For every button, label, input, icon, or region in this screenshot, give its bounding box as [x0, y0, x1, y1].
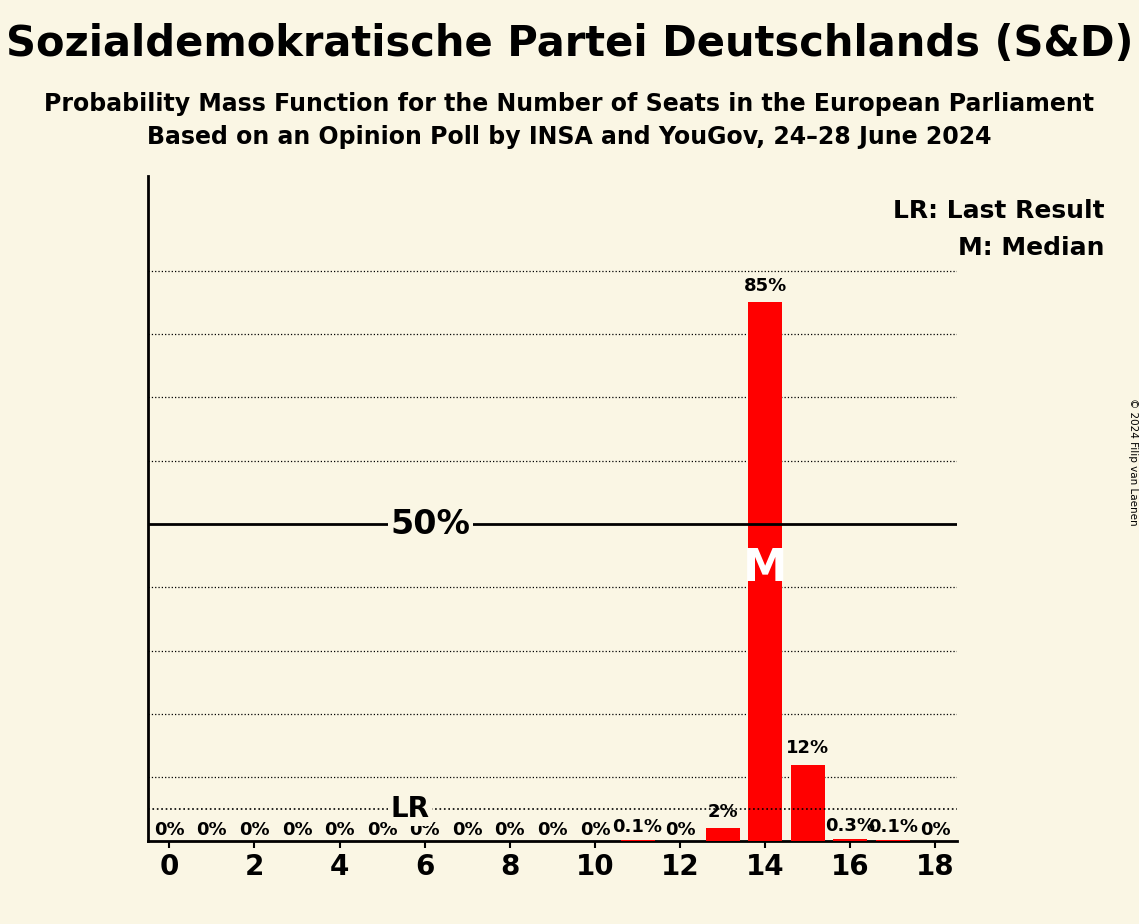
Text: © 2024 Filip van Laenen: © 2024 Filip van Laenen — [1129, 398, 1138, 526]
Text: 50%: 50% — [391, 507, 470, 541]
Text: 0%: 0% — [239, 821, 270, 839]
Text: 0%: 0% — [367, 821, 398, 839]
Text: 0%: 0% — [920, 821, 951, 839]
Text: 0%: 0% — [494, 821, 525, 839]
Text: Sozialdemokratische Partei Deutschlands (S&D): Sozialdemokratische Partei Deutschlands … — [6, 23, 1133, 65]
Text: 0%: 0% — [281, 821, 312, 839]
Text: 0%: 0% — [538, 821, 567, 839]
Text: 0%: 0% — [665, 821, 696, 839]
Text: 0%: 0% — [325, 821, 355, 839]
Bar — [706, 828, 739, 841]
Text: 0%: 0% — [409, 821, 440, 839]
Text: Based on an Opinion Poll by INSA and YouGov, 24–28 June 2024: Based on an Opinion Poll by INSA and You… — [147, 125, 992, 149]
Bar — [834, 839, 868, 841]
Text: Probability Mass Function for the Number of Seats in the European Parliament: Probability Mass Function for the Number… — [44, 92, 1095, 116]
Bar — [790, 765, 825, 841]
Text: 0.1%: 0.1% — [868, 819, 918, 836]
Text: 0.3%: 0.3% — [826, 817, 876, 835]
Bar — [748, 302, 782, 841]
Text: LR: LR — [391, 796, 429, 823]
Text: 0%: 0% — [580, 821, 611, 839]
Text: M: M — [743, 547, 787, 590]
Text: 0.1%: 0.1% — [613, 819, 663, 836]
Text: M: Median: M: Median — [958, 236, 1105, 260]
Text: 2%: 2% — [707, 803, 738, 821]
Text: 12%: 12% — [786, 739, 829, 757]
Text: 0%: 0% — [154, 821, 185, 839]
Text: 0%: 0% — [452, 821, 483, 839]
Text: 85%: 85% — [744, 276, 787, 295]
Text: LR: Last Result: LR: Last Result — [893, 199, 1105, 223]
Text: 0%: 0% — [197, 821, 227, 839]
